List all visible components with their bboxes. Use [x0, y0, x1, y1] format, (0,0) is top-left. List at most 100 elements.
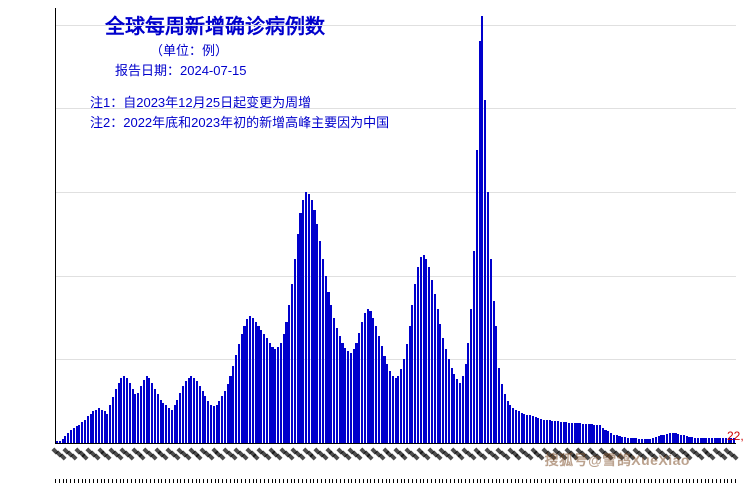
bar — [104, 411, 106, 443]
bar — [658, 436, 660, 443]
x-tick-label-mark — [310, 453, 317, 460]
x-tick-label-mark — [709, 453, 716, 460]
bar — [383, 356, 385, 443]
x-tick — [321, 479, 322, 483]
x-tick — [492, 479, 493, 483]
x-tick — [139, 479, 140, 483]
bar — [451, 368, 453, 443]
x-tick — [108, 479, 109, 483]
bar — [543, 420, 545, 443]
bar — [151, 383, 153, 443]
x-tick — [621, 479, 622, 483]
x-tick — [351, 479, 352, 483]
x-tick-label-mark — [264, 453, 271, 460]
bar — [229, 376, 231, 443]
x-tick — [93, 479, 94, 483]
bar — [316, 224, 318, 443]
x-tick — [386, 479, 387, 483]
x-tick — [359, 479, 360, 483]
x-tick — [237, 479, 238, 483]
bar — [470, 309, 472, 443]
bar — [386, 364, 388, 443]
bar — [207, 401, 209, 443]
bar — [182, 386, 184, 443]
bar — [224, 391, 226, 443]
x-tick — [253, 479, 254, 483]
bar — [532, 416, 534, 443]
x-tick — [340, 479, 341, 483]
x-tick — [731, 479, 732, 483]
bar — [437, 309, 439, 443]
bar — [216, 405, 218, 443]
x-tick — [667, 479, 668, 483]
bar — [64, 436, 66, 443]
bar — [607, 431, 609, 443]
x-tick — [226, 479, 227, 483]
bar — [252, 318, 254, 443]
x-tick — [518, 479, 519, 483]
bar — [442, 338, 444, 443]
bar — [663, 435, 665, 443]
bar — [487, 192, 489, 443]
bar — [238, 344, 240, 443]
bar — [344, 348, 346, 443]
gridline — [56, 25, 736, 26]
x-tick — [275, 479, 276, 483]
bar — [417, 267, 419, 443]
bar — [336, 328, 338, 443]
bar — [165, 405, 167, 443]
x-tick — [123, 479, 124, 483]
bar — [509, 405, 511, 443]
x-tick — [161, 479, 162, 483]
bar — [355, 343, 357, 443]
bar — [576, 423, 578, 443]
bar — [109, 405, 111, 443]
x-tick — [131, 479, 132, 483]
bar — [439, 324, 441, 443]
x-tick — [693, 479, 694, 483]
x-tick — [644, 479, 645, 483]
x-tick — [344, 479, 345, 483]
bar — [257, 326, 259, 443]
bar — [588, 424, 590, 443]
x-tick — [169, 479, 170, 483]
x-tick — [541, 479, 542, 483]
x-tick — [127, 479, 128, 483]
bar — [199, 386, 201, 443]
bar — [146, 376, 148, 443]
bar — [204, 396, 206, 443]
bar — [190, 376, 192, 443]
x-tick — [101, 479, 102, 483]
x-tick-label-mark — [162, 453, 169, 460]
x-tick — [74, 479, 75, 483]
bar — [143, 380, 145, 443]
x-tick — [70, 479, 71, 483]
x-tick-label-mark — [515, 453, 522, 460]
gridline — [56, 359, 736, 360]
bar — [563, 422, 565, 443]
bar — [400, 369, 402, 443]
bar — [154, 389, 156, 443]
bar — [574, 423, 576, 443]
x-tick — [423, 479, 424, 483]
x-tick — [598, 479, 599, 483]
bar — [523, 414, 525, 443]
x-tick — [283, 479, 284, 483]
x-tick — [59, 479, 60, 483]
bar — [554, 421, 556, 443]
x-tick — [484, 479, 485, 483]
x-tick — [355, 479, 356, 483]
x-tick — [154, 479, 155, 483]
bar — [501, 384, 503, 443]
x-tick-label-mark — [355, 453, 362, 460]
bar — [322, 259, 324, 443]
bar — [579, 423, 581, 443]
x-tick-label-mark — [412, 453, 419, 460]
bar — [459, 383, 461, 443]
x-tick-label-mark — [184, 453, 191, 460]
x-tick-label-mark — [241, 453, 248, 460]
x-tick — [530, 479, 531, 483]
x-tick — [184, 479, 185, 483]
bar — [263, 334, 265, 443]
bar — [411, 305, 413, 443]
